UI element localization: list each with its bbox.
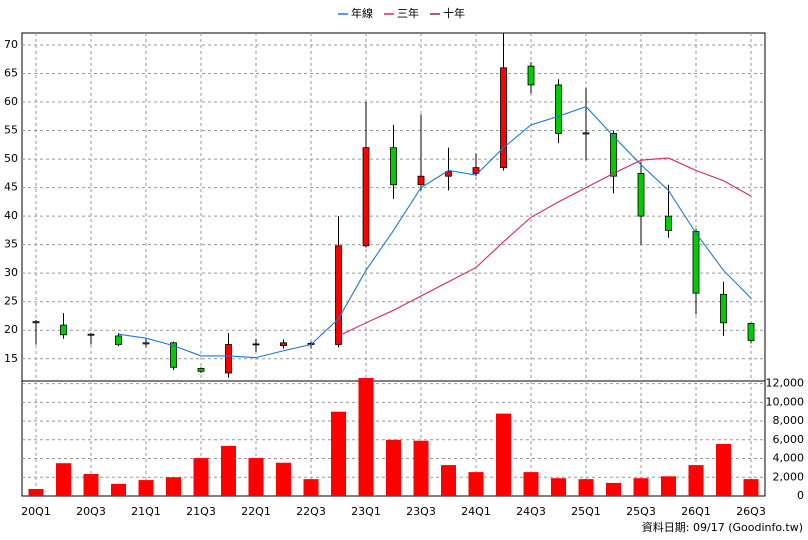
volume-bar [166,477,181,496]
y-tick-label: 20 [4,323,18,336]
candle-body [637,172,645,217]
candle-body [610,133,617,177]
candle-body [87,333,95,336]
candle-body [582,132,590,135]
volume-bar [386,439,401,496]
x-tick-label: 21Q1 [131,505,161,518]
y-tick-label: 40 [4,209,18,222]
volume-bar [633,478,649,496]
y-tick-label: 70 [4,38,18,51]
volume-bar [468,472,484,496]
candle-body [252,343,260,346]
candle-body [115,335,122,345]
candle-body [362,147,370,247]
ma-line [118,105,752,359]
x-tick-label: 26Q3 [736,505,766,518]
x-tick-label: 22Q3 [296,505,326,518]
volume-bar [28,488,44,496]
candle-body [197,368,205,372]
y2-tick-label: 12,000 [766,377,805,390]
volume-bar [413,440,429,496]
volume-bar [496,413,511,496]
volume-bar [56,463,71,496]
y-tick-label: 45 [4,181,18,194]
x-tick-label: 25Q1 [571,505,601,518]
candle-body [32,321,40,324]
x-tick-label: 24Q1 [461,505,491,518]
x-tick-label: 23Q1 [351,505,381,518]
volume-bar [138,480,154,496]
volume-bar [743,479,759,496]
candle-body [280,342,287,347]
y2-tick-label: 10,000 [766,395,805,408]
y-tick-label: 65 [4,67,18,80]
volume-bar [248,458,264,496]
candle-body [472,167,480,174]
candle-body [445,171,452,177]
candle-body [665,215,672,231]
candle-body [720,293,727,324]
y-tick-label: 55 [4,124,18,137]
volume-bar [331,411,346,496]
y-tick-label: 35 [4,238,18,251]
x-tick-label: 21Q3 [186,505,216,518]
x-tick-label: 23Q3 [406,505,436,518]
volume-bar [276,462,291,496]
volume-bar [716,444,731,496]
volume-bar [303,479,319,496]
y2-tick-label: 8,000 [773,414,805,427]
ma-line [338,157,752,337]
y-tick-label: 30 [4,266,18,279]
legend-label: 十年 [443,6,465,20]
x-tick-label: 20Q1 [21,505,51,518]
x-tick-label: 25Q3 [626,505,656,518]
y2-tick-label: 2,000 [773,470,805,483]
candle-body [225,344,232,374]
volume-bar [661,476,676,496]
candle-body [555,84,562,134]
x-tick-label: 24Q3 [516,505,546,518]
volume-bar [523,472,539,496]
x-tick-label: 22Q1 [241,505,271,518]
y-tick-label: 50 [4,152,18,165]
volume-bar [551,478,566,496]
y-tick-label: 25 [4,295,18,308]
candle-body [142,342,150,345]
volume-bar [111,483,126,496]
volume-bar [441,465,456,496]
candle-body [747,322,755,341]
source-note: 資料日期: 09/17 (Goodinfo.tw) [642,520,803,534]
volume-bar [606,482,621,496]
candle-body [170,342,177,368]
x-tick-label: 20Q3 [76,505,106,518]
candle-body [500,67,507,169]
x-tick-label: 26Q1 [681,505,711,518]
candle-body [692,231,700,294]
volume-bar [221,445,236,496]
candle-body [527,65,535,86]
candle-body [417,175,425,186]
volume-bar [578,479,594,496]
y-tick-label: 60 [4,95,18,108]
y2-tick-label: 6,000 [773,433,805,446]
legend-label: 年線 [351,6,373,20]
volume-bar [688,465,704,496]
volume-bar [358,378,374,496]
y-tick-label: 15 [4,352,18,365]
y2-tick-label: 0 [797,489,804,502]
legend-label: 三年 [397,6,419,20]
candle-body [390,147,397,186]
volume-bar [193,458,209,496]
volume-bar [83,473,99,496]
candle-body [60,324,67,336]
y2-tick-label: 4,000 [773,452,805,465]
candle-body [335,245,342,345]
